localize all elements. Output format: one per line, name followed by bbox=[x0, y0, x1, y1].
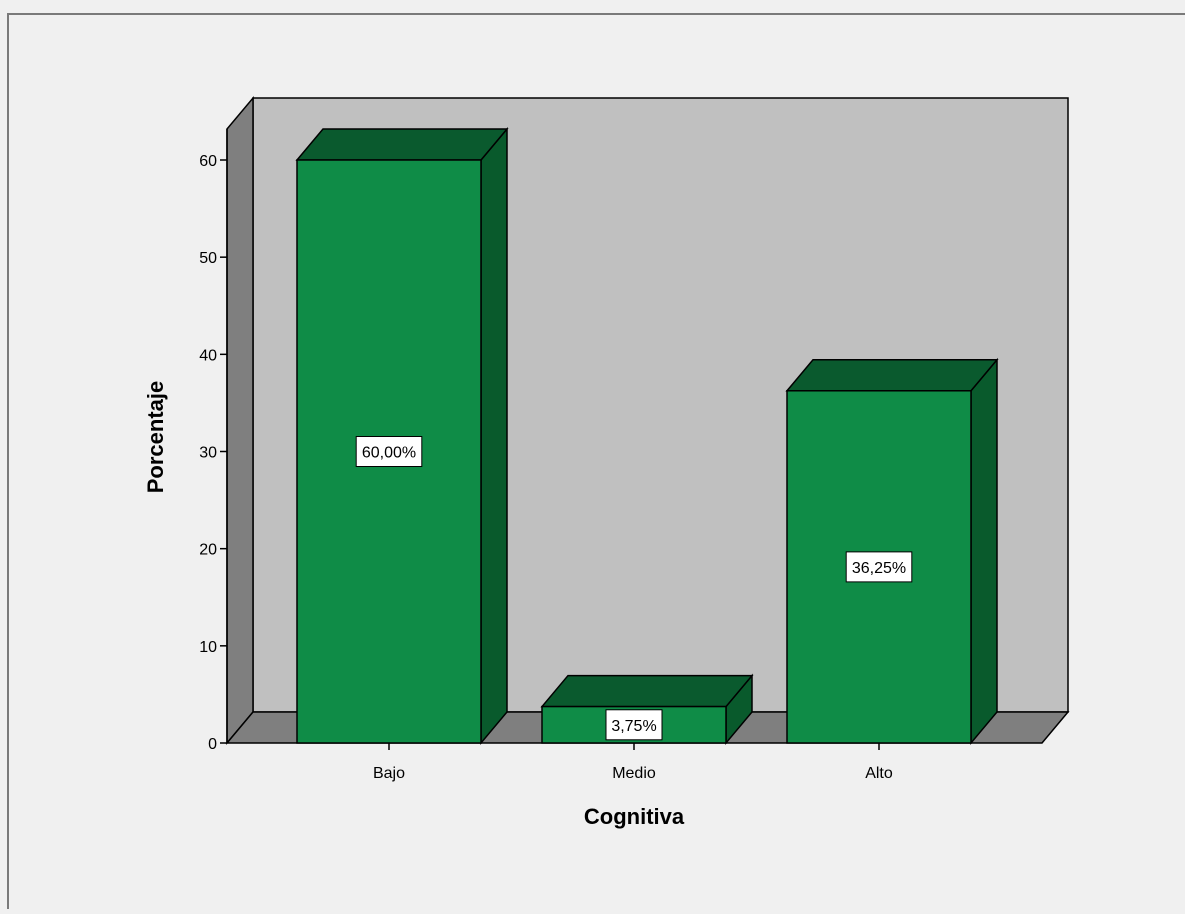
y-tick-label: 0 bbox=[208, 736, 217, 753]
x-axis: Bajo Medio Alto bbox=[373, 743, 893, 782]
y-tick-label: 20 bbox=[199, 542, 217, 559]
bar-top bbox=[540, 674, 754, 708]
x-tick-label: Alto bbox=[865, 765, 893, 782]
x-tick-label: Bajo bbox=[373, 765, 405, 782]
x-axis-title: Cognitiva bbox=[584, 804, 685, 829]
data-label: 36,25% bbox=[852, 560, 906, 577]
y-tick-label: 30 bbox=[199, 445, 217, 462]
bar-group: 36,25% bbox=[785, 357, 999, 746]
x-tick-label: Medio bbox=[612, 765, 656, 782]
y-axis: 0 10 20 30 40 50 60 bbox=[199, 129, 228, 753]
data-label: 60,00% bbox=[362, 445, 416, 462]
y-tick-label: 50 bbox=[199, 250, 217, 267]
data-label-box bbox=[355, 436, 423, 467]
bar-side bbox=[970, 357, 998, 746]
y-tick-label: 60 bbox=[199, 153, 217, 170]
y-tick-label: 40 bbox=[199, 347, 217, 364]
data-label-box bbox=[605, 709, 663, 741]
bar-side bbox=[480, 126, 508, 746]
plot-side-wall bbox=[226, 95, 254, 746]
chart-frame-border bbox=[7, 13, 1185, 909]
bar-top bbox=[295, 128, 509, 161]
y-axis-title: Porcentaje bbox=[143, 381, 168, 494]
bar-top bbox=[785, 359, 999, 392]
data-label: 3,75% bbox=[611, 718, 656, 735]
y-tick-label: 10 bbox=[199, 639, 217, 656]
data-label-box bbox=[845, 551, 913, 583]
bar-group: 60,00% bbox=[295, 126, 509, 746]
bars: 60,00% 3,75% 36,25% bbox=[295, 126, 999, 746]
bar-group: 3,75% bbox=[540, 673, 754, 746]
